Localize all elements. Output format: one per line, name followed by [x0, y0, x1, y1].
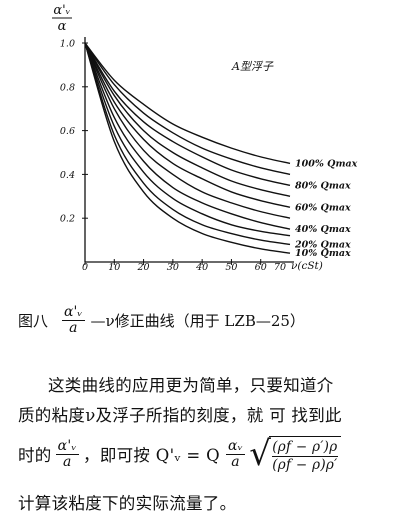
y-tick-label: 0.4 [60, 170, 75, 181]
sqrt-numerator: (ρf − ρ′)ρ [272, 438, 338, 457]
viscosity-correction-chart: α'ᵥ α A型浮子 0.2 0.4 0.6 0.8 1.0 0 10 20 30 40 50 60 7… [52, 3, 358, 273]
sqrt-radicand: (ρf − ρ′)ρ (ρf − ρ)ρ′ [269, 435, 341, 473]
caption-suffix: —ν修正曲线（用于 LZB—25） [90, 311, 305, 330]
series-curve [84, 42, 291, 187]
axes-layer: 0.2 0.4 0.6 0.8 1.0 0 10 20 30 40 50 60 70 [60, 37, 294, 273]
x-tick-label: 60 [255, 262, 267, 273]
series-curve [84, 42, 291, 254]
series-curve [84, 42, 291, 237]
series-curve [84, 42, 291, 219]
y-axis-label-numerator: α'ᵥ [53, 3, 70, 18]
x-tick-label: 20 [137, 262, 150, 273]
series-curve [84, 42, 291, 176]
formula-coef-denominator: a [231, 453, 240, 470]
series-label: 80% Qmax [295, 180, 351, 191]
series-label: 10% Qmax [295, 248, 351, 259]
series-label: 100% Qmax [295, 158, 358, 169]
line3-fraction-denominator: a [62, 453, 72, 470]
series-curve [84, 42, 291, 230]
series-curve [84, 42, 291, 208]
paragraph-line-4: 计算该粘度下的实际流量了。 [18, 494, 237, 513]
line3-start: 时的 [18, 446, 52, 465]
sqrt-denominator: (ρf − ρ)ρ′ [272, 456, 338, 473]
y-tick-label: 1.0 [60, 39, 75, 50]
curve-labels-layer: 100% Qmax 80% Qmax 60% Qmax 40% Qmax 20% Qma… [294, 158, 358, 259]
y-tick-label: 0.2 [60, 214, 75, 225]
sqrt-sign: √ [249, 434, 272, 474]
x-axis-label: ν(cSt) [291, 260, 323, 272]
line3-mid: ，即可按 Q'ᵥ = Q [83, 446, 220, 465]
y-tick-label: 0.6 [60, 126, 75, 137]
y-axis-label-denominator: α [58, 19, 67, 34]
line3-fraction: α'ᵥ a [55, 437, 80, 470]
x-tick-label: 50 [225, 262, 237, 273]
x-tick-label: 0 [82, 262, 88, 273]
chart-title: A型浮子 [231, 60, 274, 73]
formula-coefficient: αᵥ a [225, 437, 246, 470]
figure-caption: 图八 α'ᵥ a —ν修正曲线（用于 LZB—25） [18, 300, 398, 340]
series-label: 40% Qmax [295, 224, 351, 235]
paragraph-line-3: 时的 α'ᵥ a ，即可按 Q'ᵥ = Q αᵥ a √ (ρf − ρ′)ρ … [18, 430, 402, 478]
x-tick-label: 10 [108, 262, 120, 273]
formula-sqrt: √ (ρf − ρ′)ρ (ρf − ρ)ρ′ [249, 434, 341, 474]
series-curve [84, 42, 291, 197]
paragraph-line-2: 质的粘度ν及浮子所指的刻度，就 可 找到此 [18, 406, 342, 425]
caption-fraction-denominator: a [69, 319, 78, 336]
x-tick-label: 40 [195, 262, 208, 273]
formula-coef-numerator: αᵥ [225, 437, 246, 455]
caption-fraction: α'ᵥ a [62, 305, 85, 335]
series-curve [84, 42, 291, 165]
caption-prefix: 图八 [18, 311, 49, 330]
series-curve [84, 42, 291, 246]
line3-fraction-numerator: α'ᵥ [55, 437, 80, 455]
paragraph-line-1: 这类曲线的应用更为简单，只要知道介 [48, 376, 334, 395]
series-label: 20% Qmax [294, 239, 351, 250]
flow-formula: αᵥ a √ (ρf − ρ′)ρ (ρf − ρ)ρ′ [224, 434, 341, 474]
y-tick-label: 0.8 [60, 82, 75, 93]
caption-fraction-numerator: α'ᵥ [62, 303, 85, 321]
curves-layer [84, 42, 291, 254]
series-label: 60% Qmax [295, 202, 351, 213]
x-tick-label: 70 [274, 262, 286, 273]
x-tick-label: 30 [167, 262, 179, 273]
